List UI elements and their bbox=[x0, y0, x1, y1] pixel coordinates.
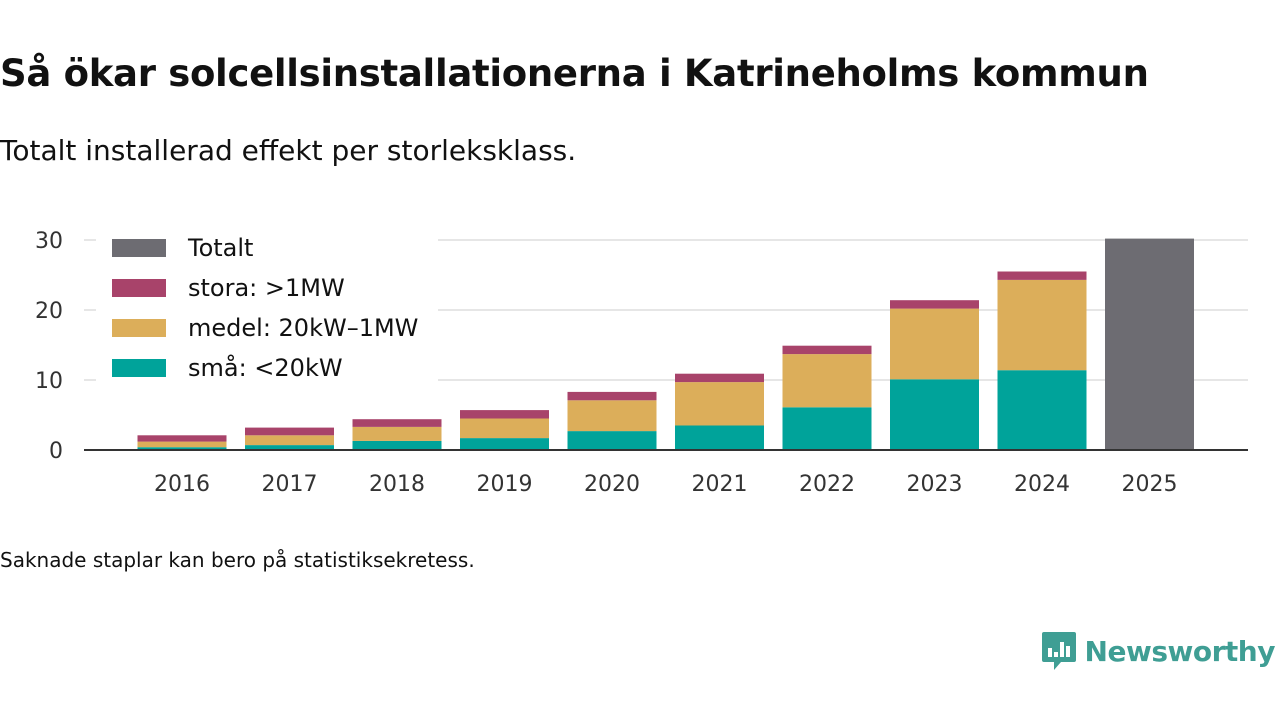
x-tick-label-2025: 2025 bbox=[1122, 472, 1178, 497]
brand-name: Newsworthy bbox=[1084, 634, 1276, 668]
x-tick-label-2017: 2017 bbox=[262, 472, 318, 497]
x-tick-label-2022: 2022 bbox=[799, 472, 855, 497]
legend-swatch-medel bbox=[112, 319, 166, 337]
x-tick-label-2021: 2021 bbox=[692, 472, 748, 497]
bar-medel-2022 bbox=[782, 354, 872, 408]
bar-sma-2017 bbox=[245, 445, 334, 450]
bar-stora-2024 bbox=[997, 271, 1087, 280]
y-tick-label-10: 10 bbox=[35, 369, 63, 394]
newsworthy-logo-icon bbox=[1041, 632, 1076, 670]
bar-stora-2022 bbox=[782, 345, 872, 355]
x-tick-label-2016: 2016 bbox=[154, 472, 210, 497]
bar-stora-2017 bbox=[245, 427, 334, 436]
bar-stora-2020 bbox=[567, 391, 657, 401]
legend-label-totalt: Totalt bbox=[187, 234, 253, 262]
legend-swatch-sma bbox=[112, 359, 166, 377]
legend-label-sma: små: <20kW bbox=[188, 353, 343, 382]
y-tick-label-30: 30 bbox=[35, 229, 63, 254]
legend-swatch-totalt bbox=[112, 239, 166, 257]
bar-sma-2020 bbox=[567, 431, 657, 450]
legend-label-medel: medel: 20kW–1MW bbox=[188, 314, 418, 342]
brand-logo: Newsworthy bbox=[1041, 628, 1276, 674]
bar-medel-2023 bbox=[890, 308, 979, 380]
footnote: Saknade staplar kan bero på statistiksek… bbox=[0, 548, 475, 572]
bar-sma-2019 bbox=[460, 438, 549, 450]
bar-totalt-2025 bbox=[1105, 238, 1194, 450]
bar-sma-2016 bbox=[137, 447, 227, 450]
x-tick-label-2020: 2020 bbox=[584, 472, 640, 497]
bar-stora-2023 bbox=[890, 300, 979, 309]
x-tick-label-2019: 2019 bbox=[477, 472, 533, 497]
chart-title: Så ökar solcellsinstallationerna i Katri… bbox=[0, 52, 1149, 95]
bar-sma-2024 bbox=[997, 370, 1087, 450]
bar-sma-2022 bbox=[782, 407, 872, 450]
legend-swatch-stora bbox=[112, 279, 166, 297]
x-tick-label-2018: 2018 bbox=[369, 472, 425, 497]
bar-stora-2016 bbox=[137, 435, 227, 442]
y-tick-label-20: 20 bbox=[35, 299, 63, 324]
bar-sma-2023 bbox=[890, 379, 979, 450]
bar-medel-2017 bbox=[245, 435, 334, 446]
bar-medel-2020 bbox=[567, 400, 657, 432]
bar-medel-2021 bbox=[675, 382, 764, 426]
bar-medel-2016 bbox=[137, 441, 227, 448]
bar-stora-2021 bbox=[675, 373, 764, 383]
bar-medel-2018 bbox=[352, 426, 442, 441]
y-tick-label-0: 0 bbox=[49, 439, 63, 464]
bar-stora-2018 bbox=[352, 419, 442, 427]
bar-medel-2019 bbox=[460, 418, 549, 439]
chart-subtitle: Totalt installerad effekt per storlekskl… bbox=[0, 134, 577, 167]
x-tick-label-2023: 2023 bbox=[907, 472, 963, 497]
x-tick-label-2024: 2024 bbox=[1014, 472, 1070, 497]
bar-medel-2024 bbox=[997, 279, 1087, 371]
bar-sma-2021 bbox=[675, 425, 764, 450]
bar-sma-2018 bbox=[352, 440, 442, 450]
legend-label-stora: stora: >1MW bbox=[188, 274, 345, 302]
bar-stora-2019 bbox=[460, 410, 549, 419]
